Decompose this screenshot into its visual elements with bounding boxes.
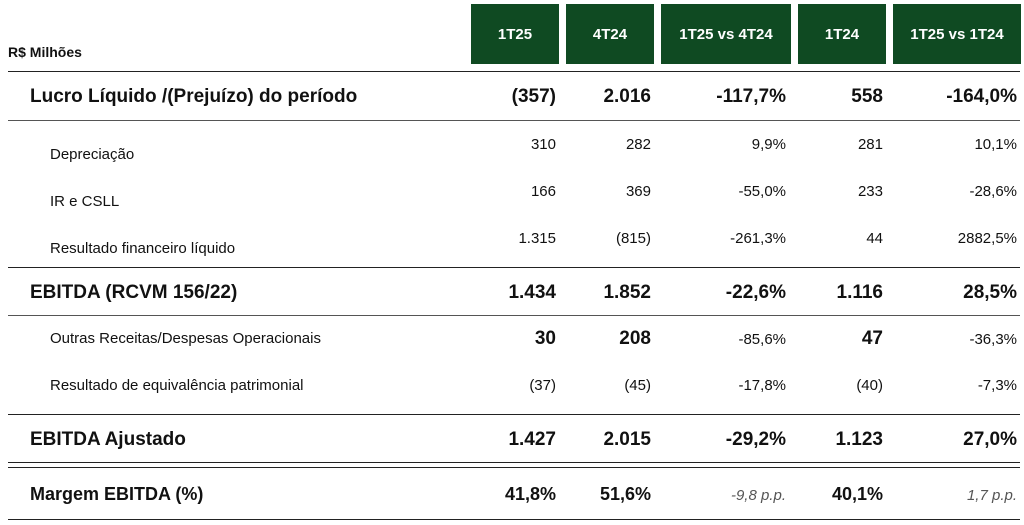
row-value: 1.427	[508, 429, 556, 450]
row-value: 10,1%	[974, 136, 1017, 153]
row-value: (815)	[615, 230, 651, 247]
row-value: 208	[619, 328, 651, 349]
row-value: 44	[866, 230, 883, 247]
row-value: -17,8%	[738, 377, 786, 394]
col-header-1t24: 1T24	[798, 4, 886, 64]
row-value: (40)	[856, 377, 883, 394]
row-value: 47	[861, 328, 883, 349]
row-value: -164,0%	[946, 86, 1017, 107]
unit-label: R$ Milhões	[8, 44, 82, 60]
row-value: -28,6%	[969, 183, 1017, 200]
row-value: 40,1%	[831, 484, 883, 504]
row-value: -29,2%	[725, 429, 786, 450]
row-value: 369	[625, 183, 651, 200]
bottom-border	[8, 519, 1020, 520]
row-value: 27,0%	[963, 429, 1017, 450]
row-value: 2882,5%	[957, 230, 1017, 247]
row-divider	[8, 120, 1020, 121]
row-value: 1.315	[518, 230, 556, 247]
row-value: 1,7 p.p.	[966, 487, 1017, 504]
row-value: 558	[851, 86, 883, 107]
header-divider	[8, 71, 1020, 72]
row-label: Depreciação	[50, 146, 135, 163]
row-value: (357)	[511, 86, 556, 107]
row-value: 28,5%	[963, 282, 1017, 303]
col-header-4t24: 4T24	[566, 4, 654, 64]
row-value: -261,3%	[730, 230, 786, 247]
row-value: (37)	[529, 377, 556, 394]
row-value: 166	[530, 183, 556, 200]
row-value: 9,9%	[751, 136, 786, 153]
row-value: 51,6%	[599, 484, 651, 504]
row-value: (45)	[624, 377, 651, 394]
row-divider	[8, 315, 1020, 316]
row-value: 2.016	[603, 86, 651, 107]
row-value: 1.852	[603, 282, 651, 303]
col-header-1t25-vs-4t24: 1T25 vs 4T24	[661, 4, 791, 64]
row-label: Outras Receitas/Despesas Operacionais	[50, 330, 321, 347]
row-value: -117,7%	[716, 86, 786, 107]
row-value: -7,3%	[977, 377, 1017, 394]
row-label: Resultado de equivalência patrimonial	[50, 377, 304, 394]
row-value: 281	[857, 136, 883, 153]
row-value: -85,6%	[738, 331, 786, 348]
col-header-1t25-vs-1t24: 1T25 vs 1T24	[893, 4, 1021, 64]
row-value: -22,6%	[725, 282, 786, 303]
row-label: Lucro Líquido /(Prejuízo) do período	[30, 86, 358, 107]
row-value: 1.434	[508, 282, 556, 303]
row-divider	[8, 267, 1020, 268]
row-value: 30	[534, 328, 556, 349]
row-value: 233	[857, 183, 883, 200]
row-label: Margem EBITDA (%)	[30, 484, 204, 504]
row-value: 41,8%	[504, 484, 556, 504]
row-value: 310	[530, 136, 556, 153]
row-value: 2.015	[603, 429, 651, 450]
row-label: IR e CSLL	[50, 193, 120, 210]
row-label: EBITDA Ajustado	[30, 429, 186, 450]
col-header-1t25: 1T25	[471, 4, 559, 64]
row-value: 1.123	[835, 429, 883, 450]
row-label: Resultado financeiro líquido	[50, 240, 236, 257]
row-divider	[8, 414, 1020, 415]
row-value: 282	[625, 136, 651, 153]
row-value: -55,0%	[738, 183, 786, 200]
double-divider	[8, 462, 1020, 468]
row-value: 1.116	[836, 282, 884, 303]
row-value: -9,8 p.p.	[730, 487, 786, 504]
row-value: -36,3%	[969, 331, 1017, 348]
row-label: EBITDA (RCVM 156/22)	[30, 282, 238, 303]
